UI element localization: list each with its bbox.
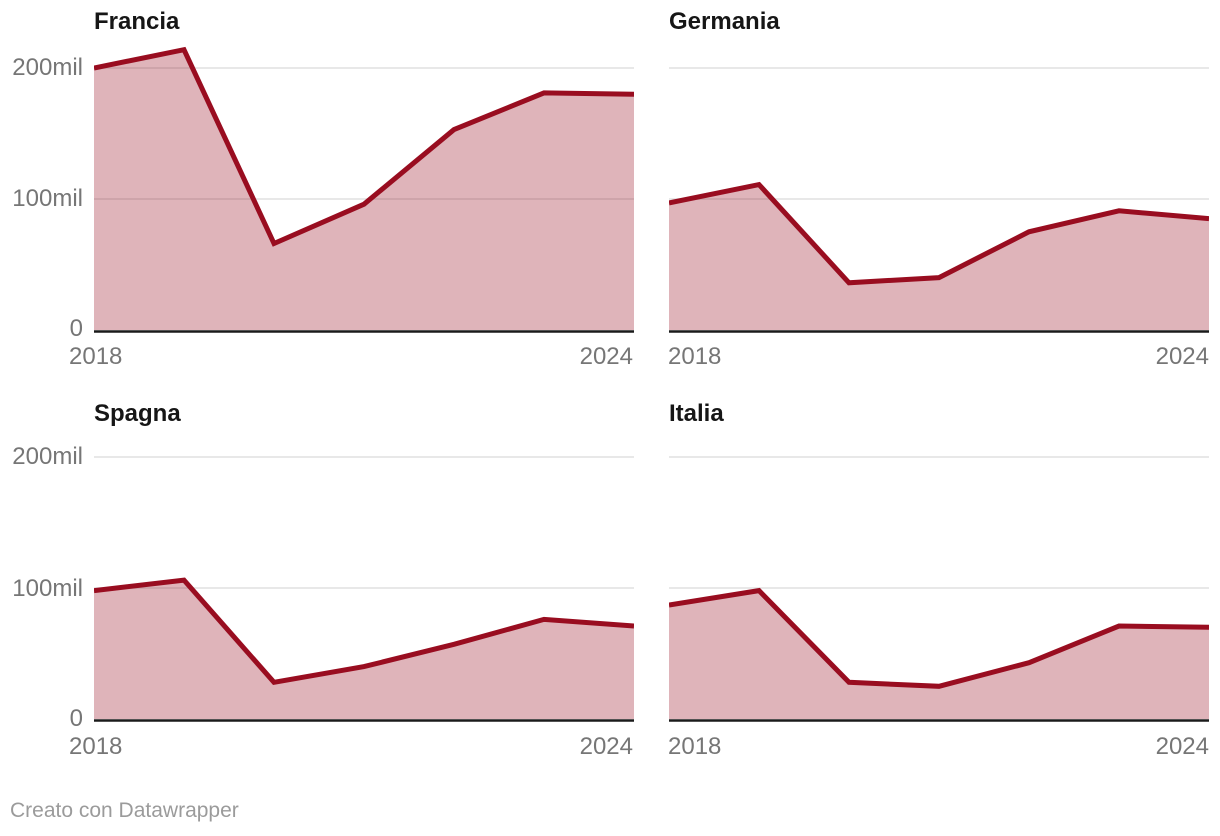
datawrapper-credit: Creato con Datawrapper: [10, 799, 239, 822]
x-tick-2018-germania: 2018: [668, 343, 722, 370]
area-plot-francia: [94, 46, 634, 333]
x-tick-2018-italia: 2018: [668, 733, 722, 760]
area-plot-germania: [669, 67, 1209, 333]
x-tick-2024-germania: 2024: [1155, 343, 1209, 370]
area-plot-spagna: [94, 456, 634, 722]
x-tick-2018-francia: 2018: [69, 343, 123, 370]
y-tick-0-francia: 0: [69, 315, 83, 342]
y-tick-200mil-spagna: 200mil: [12, 443, 83, 470]
y-tick-100mil-francia: 100mil: [12, 185, 83, 212]
panel-title-germania: Germania: [669, 8, 780, 35]
area-plot-italia: [669, 456, 1209, 722]
x-tick-2024-spagna: 2024: [579, 733, 633, 760]
x-tick-2024-italia: 2024: [1155, 733, 1209, 760]
y-tick-0-spagna: 0: [69, 705, 83, 732]
y-tick-100mil-spagna: 100mil: [12, 575, 83, 602]
panel-title-italia: Italia: [669, 400, 724, 427]
x-tick-2024-francia: 2024: [579, 343, 633, 370]
panel-title-spagna: Spagna: [94, 400, 181, 427]
x-tick-2018-spagna: 2018: [69, 733, 123, 760]
panel-title-francia: Francia: [94, 8, 180, 35]
y-tick-200mil-francia: 200mil: [12, 54, 83, 81]
